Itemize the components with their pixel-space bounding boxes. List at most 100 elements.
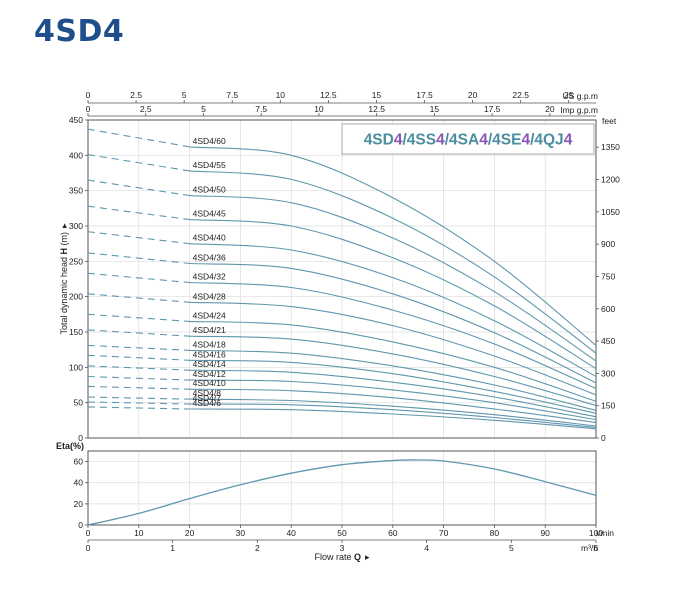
curve-label: 4SD4/36 bbox=[193, 252, 226, 262]
y-axis-title-unit: (m) bbox=[59, 232, 69, 248]
feet-tick-label: 750 bbox=[601, 271, 615, 281]
curve-label: 4SD4/12 bbox=[193, 369, 226, 379]
m3h-ticks: 0 1 2 3 4 5 6m³/h bbox=[86, 539, 599, 553]
head-curve-dashed bbox=[87, 354, 190, 361]
m3h-tick-label: 3 bbox=[340, 543, 345, 553]
head-curve bbox=[189, 408, 597, 430]
x-axis-title-text: Flow rate bbox=[314, 552, 354, 562]
feet-tick-label: 1350 bbox=[601, 142, 620, 152]
head-curve-dashed bbox=[87, 252, 190, 265]
badge-segment: / bbox=[530, 132, 535, 149]
head-y-ticks: 0 50 100 150 200 250 300 350 400 450 bbox=[69, 115, 88, 443]
feet-tick-label: 1200 bbox=[601, 175, 620, 185]
curve-label: 4SD4/18 bbox=[193, 339, 226, 349]
x-axis-title: Flow rate Q ▸ bbox=[314, 552, 370, 562]
head-curves bbox=[87, 128, 597, 430]
head-curve bbox=[189, 281, 597, 390]
flow-x-unit-label: l/min bbox=[596, 528, 614, 538]
head-curve-dashed bbox=[87, 272, 190, 284]
head-curve-dashed bbox=[87, 205, 190, 221]
head-curve bbox=[189, 146, 597, 346]
badge-segment: 4 bbox=[564, 132, 573, 149]
m3h-unit-label: m³/h bbox=[581, 543, 598, 553]
flow-x-tick-label: 90 bbox=[540, 528, 550, 538]
head-curve bbox=[189, 262, 597, 384]
curve-label: 4SD4/10 bbox=[193, 378, 226, 388]
us-gpm-tick-label: 2.5 bbox=[130, 90, 142, 100]
head-y-tick-label: 300 bbox=[69, 221, 83, 231]
feet-axis-label: feet bbox=[602, 116, 617, 126]
flow-x-tick-label: 10 bbox=[134, 528, 144, 538]
page-title: 4SD4 bbox=[34, 14, 125, 49]
y-axis-title-marker: ▸ bbox=[59, 223, 69, 228]
curve-label: 4SD4/14 bbox=[193, 359, 226, 369]
eta-y-ticks: 0 20 40 60 Eta(%) bbox=[56, 441, 88, 530]
badge-segment: 4SD bbox=[364, 132, 394, 149]
flow-x-tick-label: 20 bbox=[185, 528, 195, 538]
us-gpm-tick-label: 25 bbox=[564, 90, 574, 100]
y-axis-title-symbol: H bbox=[59, 248, 69, 255]
badge-segment: 4 bbox=[521, 132, 530, 149]
flow-x-tick-label: 70 bbox=[439, 528, 449, 538]
head-curve bbox=[189, 195, 597, 362]
flow-x-tick-label: 80 bbox=[490, 528, 500, 538]
head-curve bbox=[189, 335, 597, 407]
y-axis-title-text: Total dynamic head bbox=[59, 254, 69, 334]
head-curve bbox=[189, 369, 597, 418]
axis-titles: Flow rate Q ▸ Total dynamic head H (m) ▸ bbox=[59, 223, 370, 562]
feet-tick-label: 900 bbox=[601, 239, 615, 249]
badge-segment: 4QJ bbox=[534, 132, 563, 149]
head-curve-dashed bbox=[87, 128, 190, 148]
us-gpm-axis-label: US g.p.m bbox=[563, 91, 598, 101]
m3h-tick-label: 0 bbox=[86, 543, 91, 553]
head-y-tick-label: 250 bbox=[69, 256, 83, 266]
head-y-tick-label: 100 bbox=[69, 362, 83, 372]
curve-label: 4SD4/21 bbox=[193, 325, 226, 335]
curve-label: 4SD4/28 bbox=[193, 291, 226, 301]
eta-axis-label: Eta(%) bbox=[56, 441, 84, 451]
flow-x-tick-label: 30 bbox=[236, 528, 246, 538]
feet-ticks: 0 150 300 450 600 750 900 1050 1200 1350 feet bbox=[596, 116, 620, 443]
head-y-tick-label: 150 bbox=[69, 327, 83, 337]
head-curve bbox=[189, 219, 597, 370]
head-y-tick-label: 400 bbox=[69, 150, 83, 160]
curve-label: 4SD4/8 bbox=[193, 388, 222, 398]
m3h-tick-label: 4 bbox=[424, 543, 429, 553]
us-gpm-tick-label: 12.5 bbox=[320, 90, 337, 100]
imp-gpm-tick-label: 0 bbox=[86, 104, 91, 114]
head-frame bbox=[87, 119, 597, 439]
y-axis-title: Total dynamic head H (m) ▸ bbox=[59, 223, 69, 335]
head-curve bbox=[189, 301, 597, 396]
head-curve-dashed bbox=[87, 396, 190, 400]
curve-label: 4SD4/16 bbox=[193, 349, 226, 359]
flow-x-tick-label: 100 bbox=[589, 528, 603, 538]
head-y-tick-label: 200 bbox=[69, 292, 83, 302]
head-y-tick-label: 350 bbox=[69, 186, 83, 196]
head-curve bbox=[189, 398, 597, 427]
head-curve-dashed bbox=[87, 344, 190, 351]
head-curve-dashed bbox=[87, 401, 190, 405]
us-gpm-tick-label: 10 bbox=[276, 90, 286, 100]
badge-segment: / bbox=[402, 132, 407, 149]
us-gpm-tick-label: 0 bbox=[86, 90, 91, 100]
curve-label: 4SD4/55 bbox=[193, 160, 226, 170]
head-y-tick-label: 0 bbox=[78, 433, 83, 443]
eta-y-tick-label: 0 bbox=[78, 520, 83, 530]
curve-label: 4SD4/7 bbox=[193, 393, 222, 403]
eta-curve-line bbox=[87, 459, 597, 526]
head-curve-dashed bbox=[87, 406, 190, 410]
head-curve bbox=[189, 403, 597, 428]
eta-curve bbox=[87, 459, 597, 526]
head-curve bbox=[189, 243, 597, 377]
imp-gpm-tick-label: 5 bbox=[201, 104, 206, 114]
head-curve-dashed bbox=[87, 375, 190, 381]
head-curve-dashed bbox=[87, 293, 190, 303]
us-gpm-tick-label: 22.5 bbox=[512, 90, 529, 100]
imp-gpm-tick-label: 10 bbox=[314, 104, 324, 114]
curve-label: 4SD4/6 bbox=[193, 398, 222, 408]
flow-x-tick-label: 0 bbox=[86, 528, 91, 538]
imp-gpm-tick-label: 20 bbox=[545, 104, 555, 114]
